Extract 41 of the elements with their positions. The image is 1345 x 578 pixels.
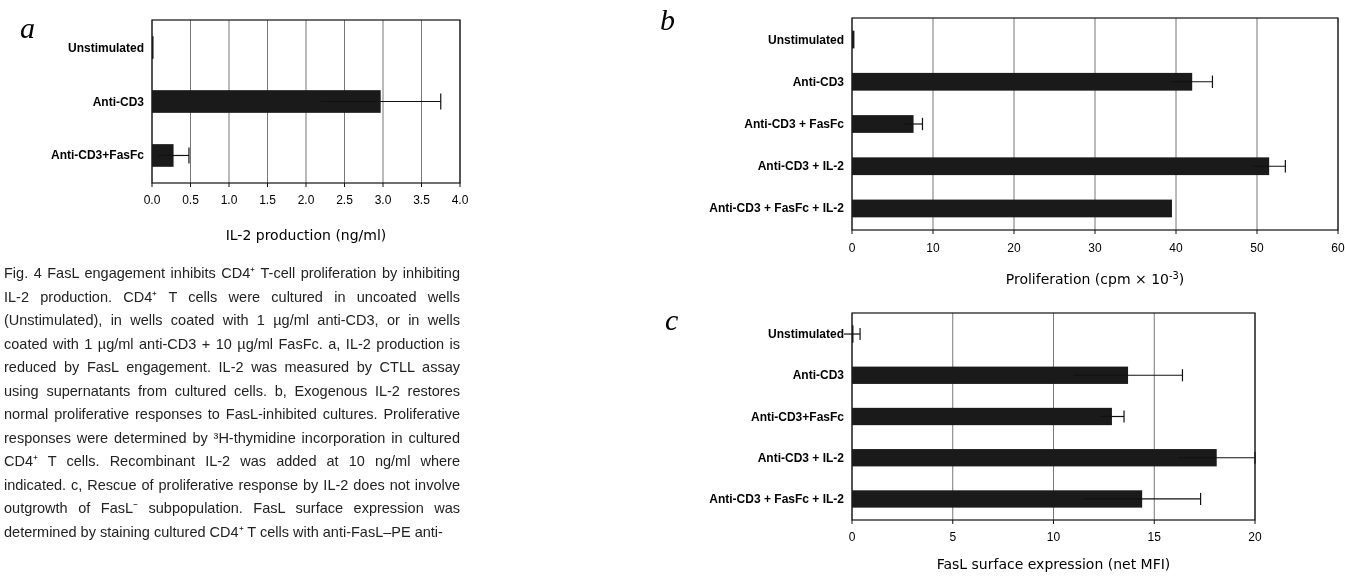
y-tick-label: Anti-CD3 + IL-2: [757, 450, 845, 465]
y-tick-label: Anti-CD3+FasFc: [50, 148, 145, 163]
y-tick-label: Anti-CD3 + FasFc + IL-2: [709, 491, 845, 506]
x-tick-label: 50: [1250, 241, 1264, 255]
x-tick-label: 20: [1248, 530, 1262, 544]
y-tick-label: Unstimulated: [767, 327, 844, 342]
y-tick-label: Anti-CD3: [792, 368, 845, 383]
text: Fig. 4 FasL engagement inhibits CD4⁺ T-cell proliferation by inhibiting IL-2 production. CD4⁺ T cells were cultured in uncoated wells (Unstimulated), in wells coated with 1 µg/ml anti-CD3, or in wells coated with 1 µg/ml anti-CD3 + 10 µg/ml FasFc. a, IL-2 production is reduced by FasL engagement. IL-2 was measured by CTLL assay using supernatants from cultured cells. b, Exogenous IL-2 restores normal proliferative responses to FasL-inhibited cultures. Proliferative responses were determined by ³H-thymidine incorporation in cultured CD4⁺ T cells. Recombinant IL-2 was added at 10 ng/ml where indicated. c, Rescue of proliferative response by IL-2 does not involve outgrowth of FasL⁻ subpopulation. FasL surface expression was determined by staining cultured CD4⁺ T cells with anti-FasL–PE anti-: [4, 265, 460, 540]
y-tick-label: Unstimulated: [67, 40, 144, 55]
x-axis-title: IL-2 production (ng/ml): [225, 227, 387, 243]
x-tick-label: 2.5: [336, 193, 354, 207]
x-tick-label: 1.5: [259, 193, 277, 207]
x-tick-label: 10: [1046, 530, 1061, 544]
x-tick-label: 5: [949, 530, 957, 544]
y-tick-label: Anti-CD3+FasFc: [750, 409, 845, 424]
y-tick-label: Anti-CD3: [92, 94, 145, 109]
x-tick-label: 30: [1088, 241, 1102, 255]
x-tick-label: 40: [1169, 241, 1183, 255]
x-tick-label: 0.5: [182, 193, 200, 207]
chart-title: b: [660, 3, 675, 36]
x-tick-label: 0.0: [143, 193, 161, 207]
x-tick-label: 3.0: [374, 193, 392, 207]
y-tick-label: Anti-CD3: [792, 74, 845, 89]
y-tick-label: Anti-CD3 + FasFc + IL-2: [709, 201, 845, 216]
x-tick-label: 3.5: [413, 193, 431, 207]
x-tick-label: 60: [1331, 241, 1345, 255]
x-tick-label: 15: [1147, 530, 1162, 544]
x-tick-label: 20: [1007, 241, 1021, 255]
chart-title: c: [665, 303, 679, 336]
x-tick-label: 10: [926, 241, 940, 255]
x-axis-title: FasL surface expression (net MFI): [936, 556, 1171, 572]
x-tick-label: 1.0: [220, 193, 238, 207]
y-tick-label: Unstimulated: [767, 32, 844, 47]
chart-title: a: [20, 11, 35, 44]
x-tick-label: 2.0: [297, 193, 315, 207]
x-tick-label: 4.0: [451, 193, 469, 207]
y-tick-label: Anti-CD3 + FasFc: [744, 117, 845, 131]
x-tick-label: 0: [848, 530, 856, 544]
y-tick-label: Anti-CD3 + IL-2: [757, 159, 845, 174]
x-axis-title: Proliferation (cpm × 10$^{-3}$): [1005, 269, 1185, 287]
x-tick-label: 0: [848, 241, 856, 255]
